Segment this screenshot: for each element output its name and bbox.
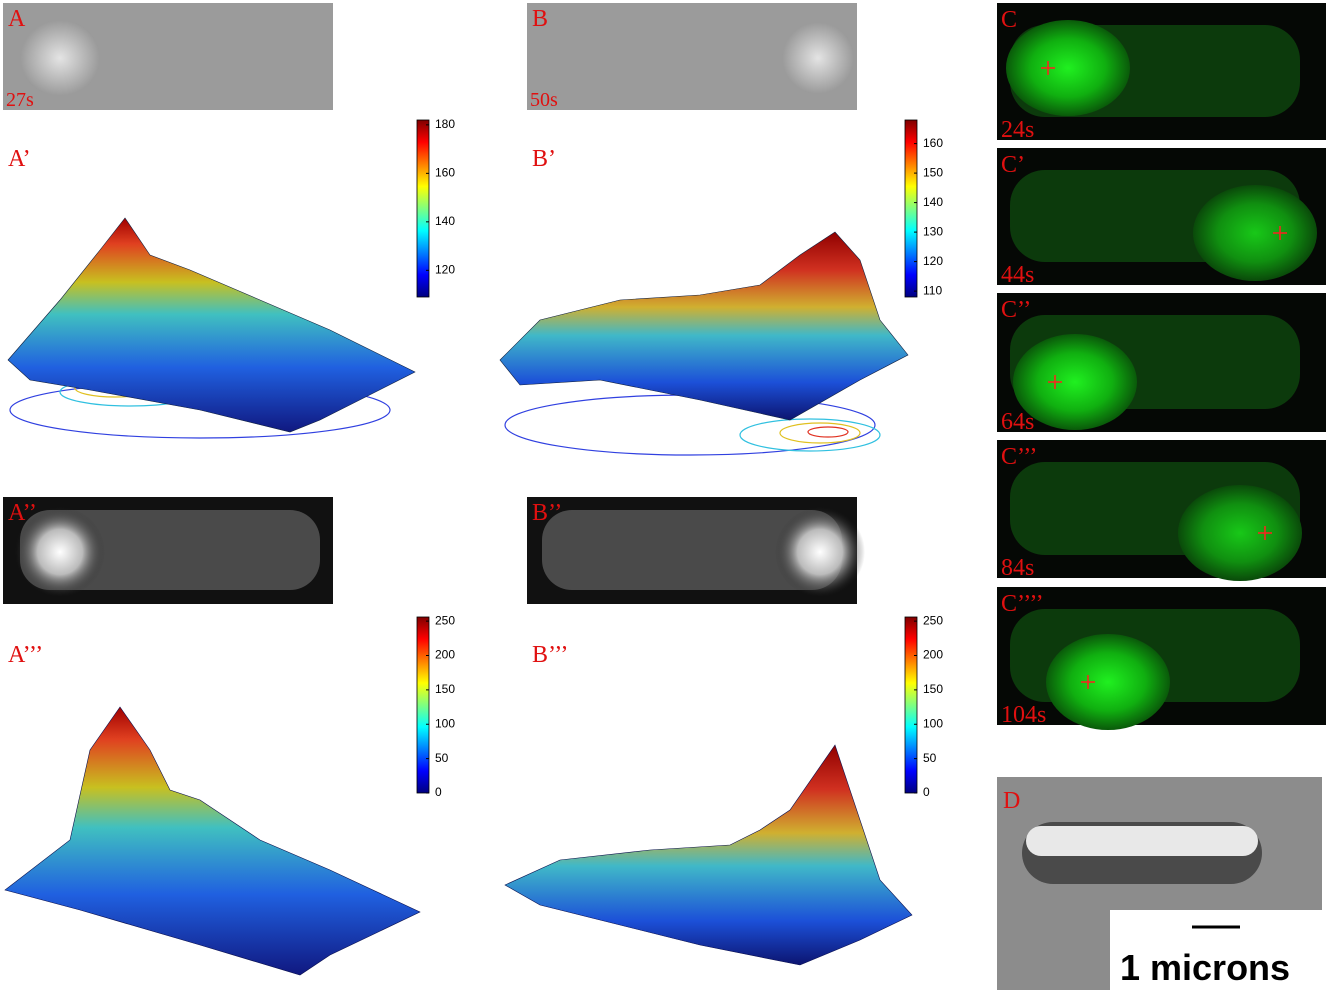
panel-label: A’’’ xyxy=(8,642,43,668)
tick-label: 160 xyxy=(435,166,455,180)
time-label: 24s xyxy=(1001,117,1034,143)
contours xyxy=(504,394,881,456)
panel-label: A’ xyxy=(8,146,31,172)
tick-label: 200 xyxy=(435,648,455,662)
cell-spot xyxy=(775,507,865,597)
panel-label: A xyxy=(8,6,26,32)
cell-spot xyxy=(1013,334,1137,430)
surface-plot xyxy=(499,231,909,421)
centroid-marker xyxy=(1273,226,1287,240)
tick-label: 250 xyxy=(923,613,943,627)
cell-spot xyxy=(1178,485,1302,581)
tick-label: 140 xyxy=(435,214,455,228)
tick-label: 150 xyxy=(923,682,943,696)
time-label: 27s xyxy=(6,89,34,111)
panel-label: C’’ xyxy=(1001,297,1031,323)
colorbar-gradient xyxy=(904,119,918,298)
centroid-marker xyxy=(1081,675,1095,689)
tick-label: 180 xyxy=(435,117,455,131)
tick-label: 140 xyxy=(923,195,943,209)
panel-label: C’’’’ xyxy=(1001,591,1044,617)
colorbar: 110 120 130 140 150 160 xyxy=(904,119,943,298)
tick-label: 50 xyxy=(435,751,449,765)
colorbar: 120 140 160 180 xyxy=(416,117,455,298)
surface-plot xyxy=(504,744,913,966)
scale-box xyxy=(1110,910,1322,990)
centroid-marker xyxy=(1041,61,1055,75)
panel-label: A’’ xyxy=(8,500,37,526)
cell xyxy=(542,510,842,590)
c-panels: C 24s C’ 44s C’’ 64s C’’’ 84s C’’’’ 104s xyxy=(997,3,1326,730)
panel-label: C’’’ xyxy=(1001,444,1037,470)
tick-label: 250 xyxy=(435,613,455,627)
panel-label: B xyxy=(532,6,548,32)
tick-label: 0 xyxy=(435,785,442,799)
tick-label: 150 xyxy=(435,682,455,696)
tick-label: 110 xyxy=(923,283,942,297)
time-label: 44s xyxy=(1001,262,1034,288)
colorbar: 0 50 100 150 200 250 xyxy=(904,613,943,799)
panel-label: B’’’ xyxy=(532,642,568,668)
tick-label: 100 xyxy=(923,716,943,730)
cell-spot xyxy=(15,507,105,597)
scale-label: 1 microns xyxy=(1120,947,1290,988)
tick-label: 130 xyxy=(923,224,943,238)
surface-plot xyxy=(7,217,416,433)
centroid-marker xyxy=(1258,526,1272,540)
colorbar-gradient xyxy=(416,616,430,794)
cell-spot xyxy=(1006,20,1130,116)
time-label: 50s xyxy=(530,89,558,111)
time-label: 84s xyxy=(1001,555,1034,581)
tick-label: 50 xyxy=(923,751,937,765)
time-label: 104s xyxy=(1001,702,1046,728)
panel-label: D xyxy=(1003,788,1020,814)
colorbar-gradient xyxy=(904,616,918,794)
tick-label: 100 xyxy=(435,716,455,730)
colorbar-gradient xyxy=(416,119,430,298)
centroid-marker xyxy=(1048,375,1062,389)
tick-label: 150 xyxy=(923,165,943,179)
tick-label: 120 xyxy=(923,254,943,268)
colorbar: 0 50 100 150 200 250 xyxy=(416,613,455,799)
cell-spot xyxy=(1193,185,1317,281)
panel-label: C xyxy=(1001,7,1017,33)
cell-spot xyxy=(1046,634,1170,730)
time-label: 64s xyxy=(1001,409,1034,435)
tick-label: 200 xyxy=(923,648,943,662)
cell-spot xyxy=(782,22,854,94)
cell-spot xyxy=(20,20,100,96)
panel-label: B’’ xyxy=(532,500,562,526)
tick-label: 0 xyxy=(923,785,930,799)
surface-plot xyxy=(4,706,421,976)
panel-label: C’ xyxy=(1001,152,1025,178)
panel-label: B’ xyxy=(532,146,556,172)
cell-highlight xyxy=(1026,826,1258,856)
tick-label: 160 xyxy=(923,136,943,150)
tick-label: 120 xyxy=(435,263,455,277)
